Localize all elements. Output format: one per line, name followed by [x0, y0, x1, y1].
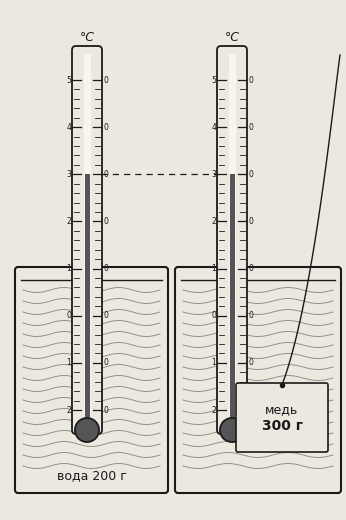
Text: 0: 0	[103, 264, 108, 273]
Circle shape	[75, 418, 99, 442]
Text: 4: 4	[211, 123, 216, 132]
Text: 0: 0	[248, 123, 253, 132]
Text: 2: 2	[211, 406, 216, 414]
Text: 0: 0	[248, 170, 253, 179]
Text: 0: 0	[248, 358, 253, 367]
Text: 2: 2	[66, 406, 71, 414]
Text: 1: 1	[66, 264, 71, 273]
FancyBboxPatch shape	[236, 383, 328, 452]
FancyBboxPatch shape	[175, 267, 341, 493]
Bar	[228, 54, 236, 426]
FancyBboxPatch shape	[72, 46, 102, 434]
Text: 5: 5	[211, 75, 216, 85]
Bar	[229, 174, 235, 430]
Text: медь: медь	[265, 403, 299, 416]
Circle shape	[220, 418, 244, 442]
Text: 0: 0	[248, 406, 253, 414]
Text: 0: 0	[103, 75, 108, 85]
Text: вода 200 г: вода 200 г	[56, 469, 126, 482]
Text: 0: 0	[248, 217, 253, 226]
Bar	[83, 54, 91, 426]
Text: 0: 0	[103, 311, 108, 320]
Text: 0: 0	[103, 217, 108, 226]
Text: 0: 0	[248, 75, 253, 85]
Text: °C: °C	[80, 31, 94, 44]
Text: °C: °C	[225, 31, 239, 44]
Text: 0: 0	[103, 170, 108, 179]
Text: 1: 1	[211, 358, 216, 367]
Text: 5: 5	[66, 75, 71, 85]
Text: 0: 0	[248, 311, 253, 320]
Text: 1: 1	[66, 358, 71, 367]
FancyBboxPatch shape	[217, 46, 247, 434]
Text: 3: 3	[211, 170, 216, 179]
Text: 0: 0	[66, 311, 71, 320]
Text: 0: 0	[103, 123, 108, 132]
Text: 300 г: 300 г	[262, 419, 302, 433]
Text: 1: 1	[211, 264, 216, 273]
Text: 3: 3	[66, 170, 71, 179]
FancyBboxPatch shape	[15, 267, 168, 493]
Bar	[84, 174, 90, 430]
Text: 4: 4	[66, 123, 71, 132]
Text: 2: 2	[66, 217, 71, 226]
Text: 0: 0	[211, 311, 216, 320]
Text: 0: 0	[248, 264, 253, 273]
Text: 0: 0	[103, 358, 108, 367]
Text: 2: 2	[211, 217, 216, 226]
Text: 0: 0	[103, 406, 108, 414]
